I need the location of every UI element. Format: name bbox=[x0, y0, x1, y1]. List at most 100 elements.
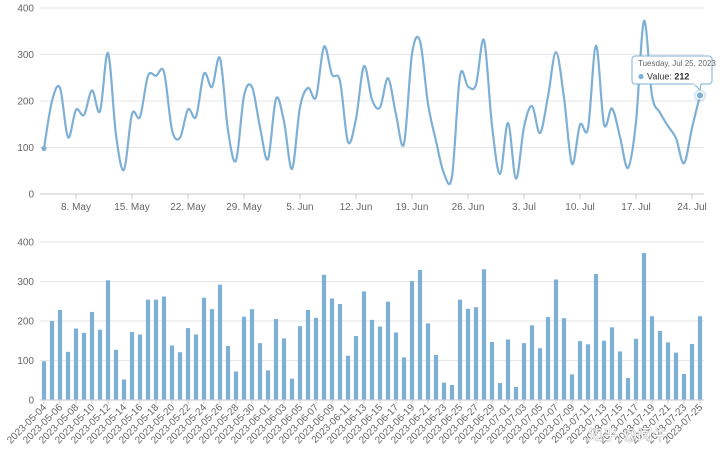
y-tick-label: 0 bbox=[28, 396, 34, 407]
bar bbox=[233, 371, 239, 400]
tooltip-series-name: Value: bbox=[647, 72, 674, 82]
tooltip-date: Tuesday, Jul 25, 2023 bbox=[638, 59, 716, 68]
bar bbox=[673, 352, 679, 400]
bar bbox=[241, 316, 247, 400]
bar bbox=[401, 357, 407, 400]
series-line bbox=[42, 19, 702, 186]
bar-chart: 01002003004002023-05-042023-05-062023-05… bbox=[5, 238, 705, 447]
bar bbox=[417, 270, 423, 400]
y-tick-label: 300 bbox=[17, 50, 34, 61]
x-tick-label: 10. Jul bbox=[565, 202, 594, 213]
bar bbox=[353, 336, 359, 400]
bar bbox=[609, 327, 615, 400]
y-tick-label: 100 bbox=[17, 356, 34, 367]
bar bbox=[441, 382, 447, 400]
x-tick-label: 24. Jul bbox=[677, 202, 706, 213]
line-chart: 0 100 200 300 400 8. May 15. May 22. May 29. May… bbox=[17, 4, 706, 214]
bar bbox=[225, 345, 231, 400]
bar bbox=[409, 281, 415, 400]
bar bbox=[249, 309, 255, 400]
tooltip-series-value: 212 bbox=[674, 72, 689, 82]
x-tick-label: 8. May bbox=[61, 202, 91, 213]
bar bbox=[625, 377, 631, 400]
bar bbox=[377, 326, 383, 400]
bar bbox=[545, 317, 551, 400]
bar bbox=[657, 330, 663, 400]
bar bbox=[641, 253, 647, 400]
bar bbox=[257, 343, 263, 400]
bar bbox=[129, 332, 135, 400]
bar bbox=[73, 328, 79, 400]
watermark: 知乎 @闻牛 bbox=[588, 427, 667, 444]
bar bbox=[313, 317, 319, 400]
x-tick-label: 17. Jul bbox=[621, 202, 650, 213]
bar bbox=[177, 352, 183, 400]
bar bbox=[689, 343, 695, 400]
y-tick-label: 400 bbox=[17, 238, 34, 249]
x-tick-label: 5. Jun bbox=[286, 202, 313, 213]
bar bbox=[473, 307, 479, 400]
bar bbox=[433, 354, 439, 400]
bar bbox=[289, 378, 295, 400]
bar bbox=[633, 338, 639, 400]
x-tick-label: 19. Jun bbox=[396, 202, 429, 213]
x-tick-label: 3. Jul bbox=[512, 202, 536, 213]
bar bbox=[361, 291, 367, 400]
bar bbox=[305, 309, 311, 400]
bar bbox=[649, 316, 655, 400]
bar bbox=[65, 351, 71, 400]
tooltip-series-marker bbox=[638, 73, 644, 80]
bar bbox=[145, 299, 151, 400]
bar bbox=[585, 344, 591, 400]
x-tick-label: 29. May bbox=[226, 202, 262, 213]
bar bbox=[89, 311, 95, 400]
bar bbox=[105, 280, 111, 400]
bar bbox=[297, 326, 303, 400]
bar bbox=[217, 284, 223, 400]
tooltip: Tuesday, Jul 25, 2023 Value: 212 bbox=[631, 55, 716, 102]
x-tick-label: 15. May bbox=[114, 202, 150, 213]
y-tick-label: 300 bbox=[17, 277, 34, 288]
bar bbox=[481, 269, 487, 400]
bar bbox=[369, 319, 375, 400]
bar bbox=[345, 355, 351, 400]
y-tick-label: 100 bbox=[17, 143, 34, 154]
bar bbox=[321, 274, 327, 400]
bar bbox=[681, 373, 687, 400]
bar bbox=[537, 348, 543, 400]
bar bbox=[201, 297, 207, 400]
bar bbox=[169, 345, 175, 400]
x-tick-label: 26. Jun bbox=[452, 202, 485, 213]
x-tick-label: 12. Jun bbox=[340, 202, 373, 213]
bar bbox=[561, 318, 567, 400]
bar bbox=[449, 384, 455, 400]
bar bbox=[49, 321, 55, 400]
bar bbox=[457, 299, 463, 400]
bar bbox=[513, 386, 519, 400]
bar bbox=[521, 343, 527, 400]
y-tick-label: 200 bbox=[17, 317, 34, 328]
bar bbox=[41, 361, 47, 400]
bar bbox=[121, 379, 127, 400]
bar bbox=[569, 374, 575, 400]
data-point bbox=[41, 145, 47, 152]
x-tick-label: 22. May bbox=[170, 202, 206, 213]
bar bbox=[137, 334, 143, 400]
hover-point bbox=[695, 91, 705, 100]
bar bbox=[385, 301, 391, 400]
bar bbox=[185, 328, 191, 400]
tooltip-pointer-mask bbox=[694, 83, 701, 85]
bar bbox=[113, 349, 119, 400]
bar bbox=[209, 309, 215, 400]
bar bbox=[601, 340, 607, 400]
tooltip-value: Value: 212 bbox=[647, 72, 689, 82]
y-tick-label: 0 bbox=[28, 190, 34, 201]
bar bbox=[593, 273, 599, 400]
bar bbox=[617, 351, 623, 400]
bar bbox=[81, 332, 87, 400]
bar bbox=[697, 316, 703, 400]
bar bbox=[529, 325, 535, 400]
bar bbox=[161, 296, 167, 400]
bar bbox=[505, 339, 511, 400]
